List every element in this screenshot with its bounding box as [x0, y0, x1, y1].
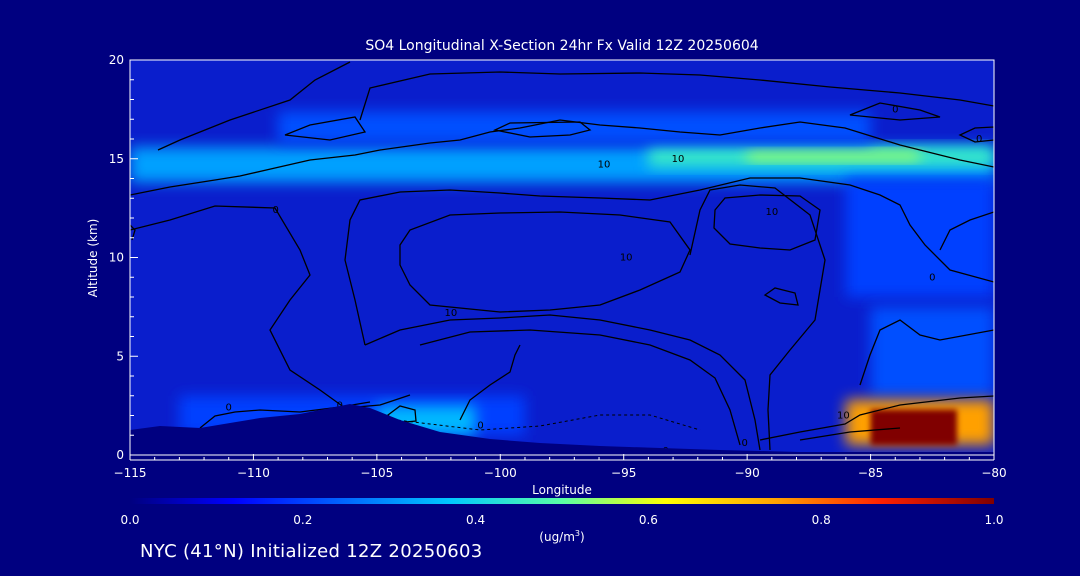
contour-line: [763, 287, 799, 306]
contour-label: 0: [226, 403, 232, 414]
contour-label: 0: [272, 205, 278, 216]
concentration-region: [870, 306, 994, 396]
colorbar-units-superscript: 3: [575, 529, 580, 538]
contour-label: 10: [445, 308, 458, 319]
colorbar-units-text: (ug/m: [539, 530, 575, 544]
contour-line: [130, 119, 994, 196]
contour-line: [939, 211, 994, 251]
contour-line: [859, 319, 994, 386]
chart-title: SO4 Longitudinal X-Section 24hr Fx Valid…: [365, 38, 758, 54]
contour-label: 10: [765, 207, 778, 218]
concentration-region: [278, 111, 871, 143]
colorbar-units-label: (ug/m3): [539, 529, 584, 544]
colorbar-tick-label: 0.2: [293, 513, 312, 527]
concentration-region: [747, 150, 920, 161]
contour-lines: [130, 61, 994, 451]
contour-label: 0: [892, 104, 898, 115]
plot-area: 101010101010000000000: [130, 60, 994, 455]
contour-line: [344, 177, 994, 346]
contour-label: 10: [620, 253, 633, 264]
contour-line: [130, 224, 136, 241]
colorbar-tick-label: 0.0: [120, 513, 139, 527]
y-tick-label: 20: [109, 53, 124, 67]
y-axis: 0 5 10 15 20: [109, 53, 138, 462]
concentration-region: [870, 409, 957, 446]
terrain-mask: [130, 404, 994, 455]
contour-line: [849, 102, 941, 121]
contour-line: [379, 414, 701, 431]
contour-line: [364, 314, 761, 451]
contour-line: [359, 71, 994, 121]
contour-line: [713, 194, 821, 251]
contour-line: [799, 427, 901, 441]
contour-label: 0: [741, 438, 747, 449]
contour-line: [958, 126, 994, 143]
contour-label: 0: [976, 134, 982, 145]
y-tick-label: 15: [109, 152, 124, 166]
y-tick-label: 5: [116, 349, 124, 363]
contour-label: 10: [672, 154, 685, 165]
x-tick-label: −105: [360, 466, 393, 480]
x-tick-label: −100: [484, 466, 517, 480]
contour-label: 10: [598, 160, 611, 171]
y-axis-label: Altitude (km): [86, 219, 100, 298]
x-tick-label: −115: [114, 466, 147, 480]
colorbar-ticks: 0.0 0.2 0.4 0.6 0.8 1.0: [120, 513, 1003, 527]
y-tick-label: 10: [109, 251, 124, 265]
colorbar-tick-label: 0.4: [466, 513, 485, 527]
contour-line: [459, 344, 521, 421]
x-tick-label: −110: [237, 466, 270, 480]
x-tick-label: −90: [734, 466, 759, 480]
contour-line: [284, 116, 367, 141]
contour-line: [157, 61, 351, 151]
contour-line: [759, 395, 994, 441]
contour-line: [399, 211, 691, 313]
colorbar-tick-label: 1.0: [984, 513, 1003, 527]
x-tick-label: −95: [611, 466, 636, 480]
x-tick-label: −80: [981, 466, 1006, 480]
x-axis: −115 −110 −105 −100 −95 −90 −85 −80: [114, 454, 1007, 480]
colorbar-tick-label: 0.6: [639, 513, 658, 527]
colorbar-units-suffix: ): [580, 530, 585, 544]
colorbar: [130, 498, 994, 504]
colorbar-tick-label: 0.8: [812, 513, 831, 527]
footer-init-text: NYC (41°N) Initialized 12Z 20250603: [140, 541, 483, 562]
x-axis-label: Longitude: [532, 483, 592, 497]
contour-label: 0: [929, 272, 935, 283]
y-tick-label: 0: [116, 448, 124, 462]
x-tick-label: −85: [858, 466, 883, 480]
contour-label: 10: [837, 411, 850, 422]
contour-line: [689, 184, 826, 451]
contour-label: 0: [477, 420, 483, 431]
contour-line: [419, 329, 741, 446]
contour-line: [492, 121, 592, 138]
